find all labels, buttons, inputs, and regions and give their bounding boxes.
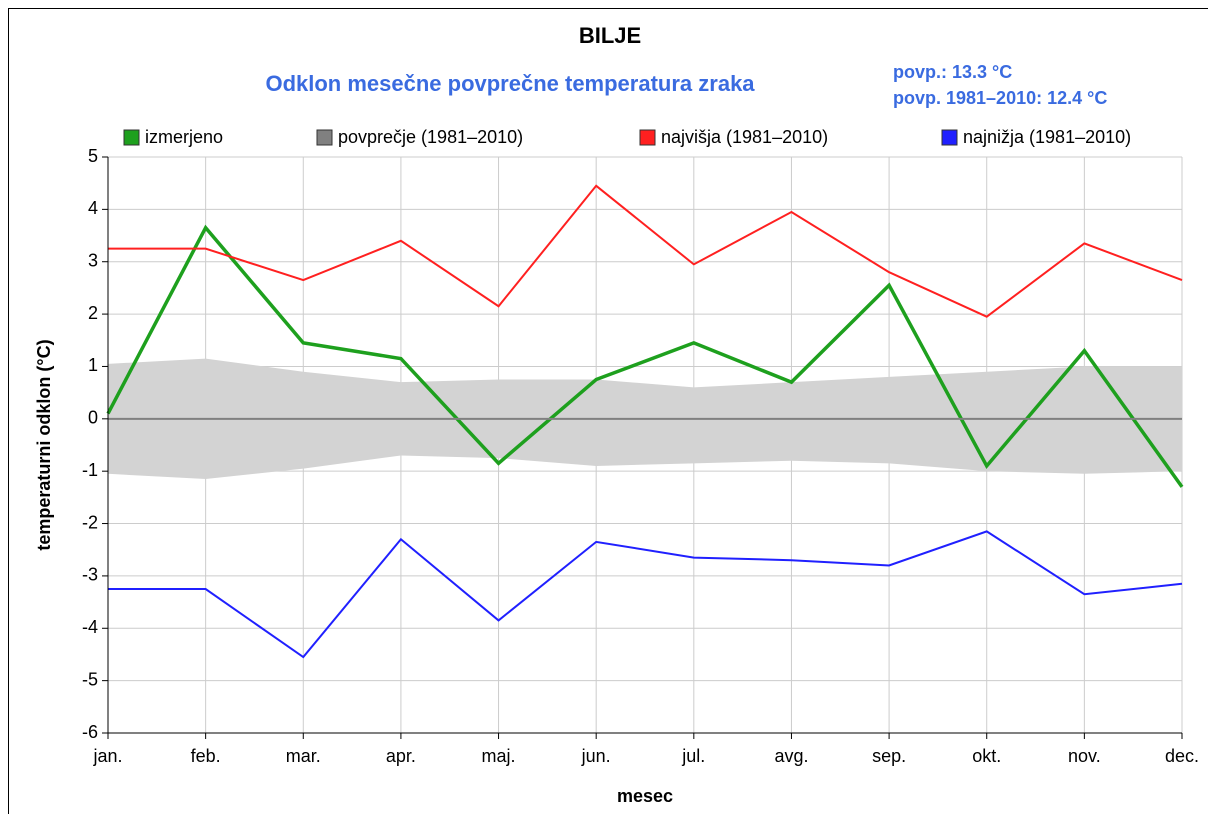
legend-label: najnižja (1981–2010) <box>963 127 1131 147</box>
legend-swatch <box>640 130 655 145</box>
x-tick-label: jul. <box>681 746 705 766</box>
x-tick-label: sep. <box>872 746 906 766</box>
x-tick-label: feb. <box>191 746 221 766</box>
y-tick-label: 0 <box>88 408 98 428</box>
y-tick-label: -6 <box>82 722 98 742</box>
legend-swatch <box>942 130 957 145</box>
x-tick-label: mar. <box>286 746 321 766</box>
y-tick-label: 5 <box>88 146 98 166</box>
legend-label: izmerjeno <box>145 127 223 147</box>
y-axis-title: temperaturni odklon (°C) <box>34 339 54 550</box>
legend-label: povprečje (1981–2010) <box>338 127 523 147</box>
chart-subtitle: Odklon mesečne povprečne temperatura zra… <box>265 71 755 96</box>
x-tick-label: apr. <box>386 746 416 766</box>
x-tick-label: okt. <box>972 746 1001 766</box>
x-tick-label: jun. <box>581 746 611 766</box>
x-axis-title: mesec <box>617 786 673 806</box>
y-tick-label: -4 <box>82 617 98 637</box>
y-tick-label: -3 <box>82 565 98 585</box>
y-tick-label: 1 <box>88 355 98 375</box>
x-tick-label: maj. <box>482 746 516 766</box>
annotation: povp. 1981–2010: 12.4 °C <box>893 88 1107 108</box>
annotation: povp.: 13.3 °C <box>893 62 1012 82</box>
x-tick-label: avg. <box>774 746 808 766</box>
y-tick-label: 2 <box>88 303 98 323</box>
chart-title: BILJE <box>579 23 641 48</box>
y-tick-label: -5 <box>82 669 98 689</box>
legend-swatch <box>317 130 332 145</box>
legend-swatch <box>124 130 139 145</box>
x-tick-label: jan. <box>92 746 122 766</box>
x-tick-label: dec. <box>1165 746 1199 766</box>
legend-label: najvišja (1981–2010) <box>661 127 828 147</box>
y-tick-label: 4 <box>88 198 98 218</box>
y-tick-label: -1 <box>82 460 98 480</box>
y-tick-label: 3 <box>88 250 98 270</box>
x-tick-label: nov. <box>1068 746 1101 766</box>
y-tick-label: -2 <box>82 512 98 532</box>
